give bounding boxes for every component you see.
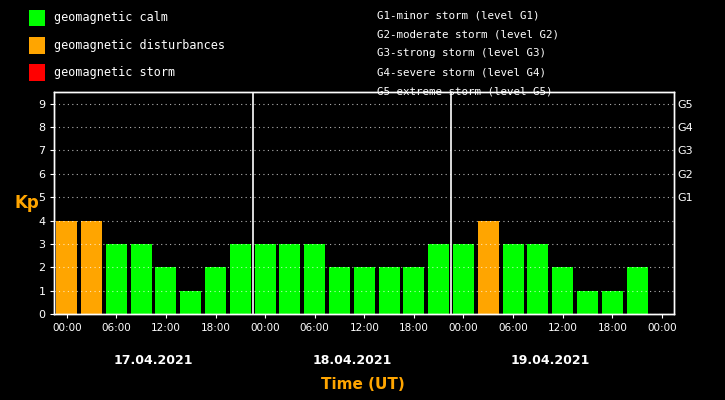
Text: 19.04.2021: 19.04.2021: [510, 354, 590, 367]
Text: 17.04.2021: 17.04.2021: [114, 354, 194, 367]
Bar: [453, 244, 474, 314]
Text: G5-extreme storm (level G5): G5-extreme storm (level G5): [377, 87, 552, 97]
Text: Time (UT): Time (UT): [320, 377, 405, 392]
Bar: [81, 220, 102, 314]
Bar: [403, 267, 424, 314]
Bar: [577, 291, 598, 314]
Text: G2-moderate storm (level G2): G2-moderate storm (level G2): [377, 29, 559, 39]
Bar: [626, 267, 647, 314]
Text: G3-strong storm (level G3): G3-strong storm (level G3): [377, 48, 546, 58]
Text: geomagnetic storm: geomagnetic storm: [54, 66, 175, 79]
Bar: [428, 244, 450, 314]
Text: geomagnetic calm: geomagnetic calm: [54, 12, 167, 24]
Bar: [552, 267, 573, 314]
Bar: [106, 244, 127, 314]
Bar: [130, 244, 152, 314]
Text: geomagnetic disturbances: geomagnetic disturbances: [54, 39, 225, 52]
Bar: [502, 244, 523, 314]
Bar: [329, 267, 350, 314]
Bar: [57, 220, 78, 314]
Bar: [230, 244, 251, 314]
Text: G1-minor storm (level G1): G1-minor storm (level G1): [377, 10, 539, 20]
Bar: [181, 291, 202, 314]
Bar: [478, 220, 499, 314]
Text: G4-severe storm (level G4): G4-severe storm (level G4): [377, 68, 546, 78]
Bar: [155, 267, 176, 314]
Y-axis label: Kp: Kp: [14, 194, 39, 212]
Bar: [254, 244, 276, 314]
Bar: [378, 267, 399, 314]
Bar: [527, 244, 548, 314]
Bar: [205, 267, 226, 314]
Bar: [602, 291, 623, 314]
Bar: [354, 267, 375, 314]
Bar: [279, 244, 300, 314]
Text: 18.04.2021: 18.04.2021: [312, 354, 392, 367]
Bar: [304, 244, 326, 314]
